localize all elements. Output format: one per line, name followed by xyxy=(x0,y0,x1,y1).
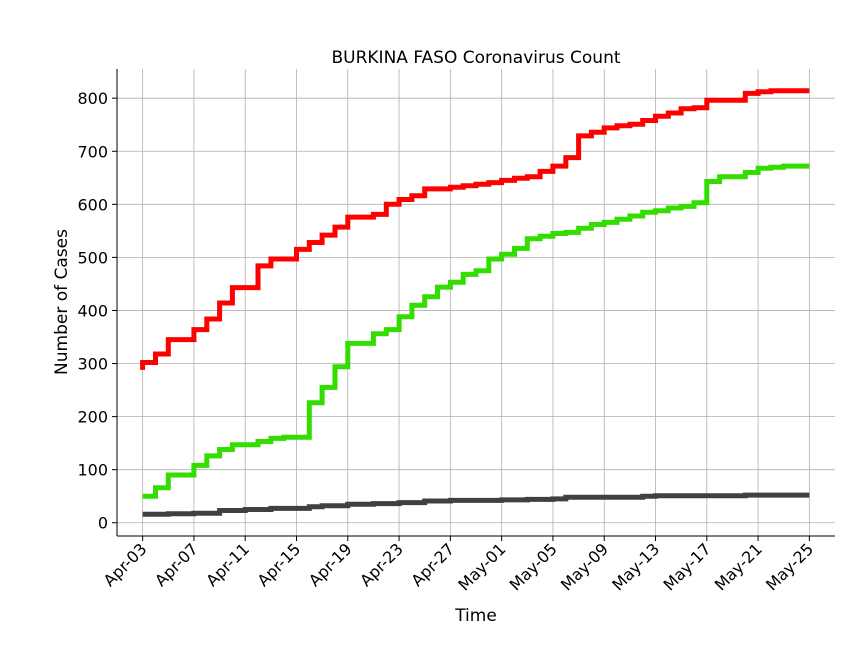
x-tick-label: May-09 xyxy=(557,539,612,594)
y-tick-label: 400 xyxy=(77,301,108,320)
y-ticks: 0 100 200 300 400 500 600 700 800 xyxy=(77,89,117,533)
series-line-2 xyxy=(142,163,810,499)
y-tick-label: 100 xyxy=(77,461,108,480)
x-tick-label: May-01 xyxy=(454,539,509,594)
axes xyxy=(116,69,835,537)
series-line-1 xyxy=(140,88,810,370)
series-lines xyxy=(140,88,810,517)
x-tick-label: May-13 xyxy=(608,539,663,594)
series-line-3 xyxy=(142,492,810,517)
y-tick-label: 0 xyxy=(98,514,108,533)
x-tick-label: May-21 xyxy=(711,539,766,594)
x-tick-label: Apr-23 xyxy=(356,539,407,590)
x-tick-label: Apr-19 xyxy=(305,539,356,590)
y-tick-label: 600 xyxy=(77,195,108,214)
x-ticks: Apr-03 Apr-07 Apr-11 Apr-15 Apr-19 Apr-23 Apr-… xyxy=(100,536,817,595)
y-tick-label: 500 xyxy=(77,248,108,267)
x-tick-label: May-05 xyxy=(506,539,561,594)
x-tick-label: Apr-03 xyxy=(100,539,151,590)
y-tick-label: 700 xyxy=(77,142,108,161)
y-axis-label: Number of Cases xyxy=(52,229,72,375)
x-tick-label: Apr-11 xyxy=(202,539,253,590)
chart-title: BURKINA FASO Coronavirus Count xyxy=(331,48,620,68)
x-axis-label: Time xyxy=(454,606,497,626)
y-tick-label: 800 xyxy=(77,89,108,108)
x-tick-label: May-25 xyxy=(762,539,817,594)
y-tick-label: 300 xyxy=(77,355,108,374)
x-tick-label: Apr-27 xyxy=(407,539,458,590)
grid-lines xyxy=(117,69,835,536)
x-tick-label: May-17 xyxy=(660,539,715,594)
x-tick-label: Apr-15 xyxy=(254,539,305,590)
y-tick-label: 200 xyxy=(77,408,108,427)
x-tick-label: Apr-07 xyxy=(151,539,202,590)
